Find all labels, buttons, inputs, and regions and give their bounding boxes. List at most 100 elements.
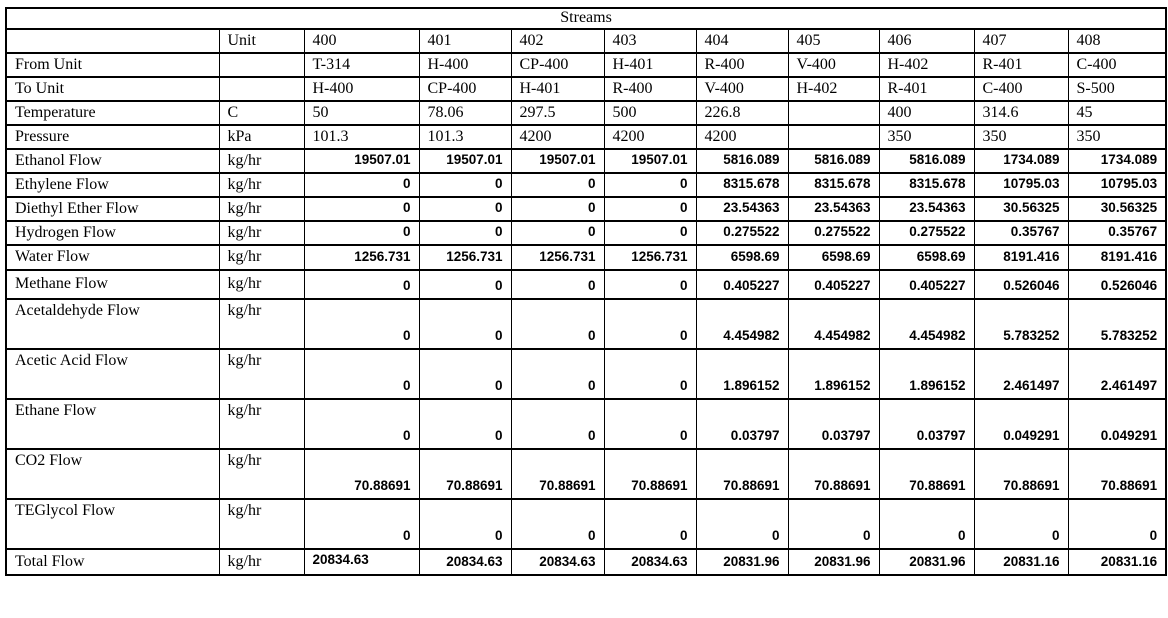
cell-ethylene-flow-402: 0 (510, 172, 605, 198)
cell-co2-flow-403: 70.88691 (603, 448, 697, 500)
cell-from-unit-407: R-401 (973, 52, 1069, 78)
row-label-ethylene-flow: Ethylene Flow (5, 172, 220, 198)
cell-temperature-400: 50 (303, 100, 420, 126)
row-unit-ethanol-flow: kg/hr (218, 148, 305, 174)
cell-acetaldehyde-flow-403: 0 (603, 298, 697, 350)
cell-acetaldehyde-flow-402: 0 (510, 298, 605, 350)
cell-diethyl-ether-flow-405: 23.54363 (787, 196, 880, 222)
cell-temperature-406: 400 (878, 100, 975, 126)
cell-temperature-405 (787, 100, 880, 126)
cell-to-unit-400: H-400 (303, 76, 420, 102)
cell-hydrogen-flow-405: 0.275522 (787, 220, 880, 246)
cell-co2-flow-404: 70.88691 (695, 448, 789, 500)
cell-temperature-404: 226.8 (695, 100, 789, 126)
table-row-water-flow: Water Flow kg/hr 1256.731 1256.731 1256.731 1… (5, 244, 1167, 271)
cell-ethanol-flow-404: 5816.089 (695, 148, 789, 174)
cell-acetic-acid-flow-400: 0 (303, 348, 420, 400)
cell-methane-flow-406: 0.405227 (878, 269, 975, 300)
row-unit-co2-flow: kg/hr (218, 448, 305, 500)
cell-diethyl-ether-flow-408: 30.56325 (1067, 196, 1167, 222)
row-unit-methane-flow: kg/hr (218, 269, 305, 300)
row-label-methane-flow: Methane Flow (5, 269, 220, 300)
cell-water-flow-408: 8191.416 (1067, 244, 1167, 271)
cell-temperature-408: 45 (1067, 100, 1167, 126)
stream-header-408: 408 (1067, 28, 1167, 54)
stream-header-402: 402 (510, 28, 605, 54)
cell-to-unit-408: S-500 (1067, 76, 1167, 102)
cell-co2-flow-407: 70.88691 (973, 448, 1069, 500)
cell-acetaldehyde-flow-400: 0 (303, 298, 420, 350)
cell-water-flow-405: 6598.69 (787, 244, 880, 271)
table-row-teglycol-flow: TEGlycol Flow kg/hr 0 0 0 0 0 0 0 0 0 (5, 498, 1167, 550)
cell-temperature-407: 314.6 (973, 100, 1069, 126)
table-title: Streams (5, 7, 1167, 30)
cell-temperature-403: 500 (603, 100, 697, 126)
cell-from-unit-408: C-400 (1067, 52, 1167, 78)
row-unit-water-flow: kg/hr (218, 244, 305, 271)
row-label-teglycol-flow: TEGlycol Flow (5, 498, 220, 550)
row-label-temperature: Temperature (5, 100, 220, 126)
cell-ethylene-flow-401: 0 (418, 172, 512, 198)
cell-methane-flow-405: 0.405227 (787, 269, 880, 300)
cell-co2-flow-401: 70.88691 (418, 448, 512, 500)
cell-ethylene-flow-404: 8315.678 (695, 172, 789, 198)
cell-acetaldehyde-flow-407: 5.783252 (973, 298, 1069, 350)
cell-pressure-400: 101.3 (303, 124, 420, 150)
cell-from-unit-402: CP-400 (510, 52, 605, 78)
cell-water-flow-403: 1256.731 (603, 244, 697, 271)
table-row-to-unit: To Unit H-400 CP-400 H-401 R-400 V-400 H-402 R-… (5, 76, 1167, 102)
cell-acetic-acid-flow-406: 1.896152 (878, 348, 975, 400)
cell-acetic-acid-flow-402: 0 (510, 348, 605, 400)
row-label-from-unit: From Unit (5, 52, 220, 78)
cell-ethane-flow-400: 0 (303, 398, 420, 450)
table-row-diethyl-ether-flow: Diethyl Ether Flow kg/hr 0 0 0 0 23.54363 23.54… (5, 196, 1167, 222)
cell-to-unit-404: V-400 (695, 76, 789, 102)
row-unit-temperature: C (218, 100, 305, 126)
cell-teglycol-flow-407: 0 (973, 498, 1069, 550)
cell-methane-flow-403: 0 (603, 269, 697, 300)
cell-ethanol-flow-400: 19507.01 (303, 148, 420, 174)
stream-header-404: 404 (695, 28, 789, 54)
cell-pressure-407: 350 (973, 124, 1069, 150)
cell-acetic-acid-flow-401: 0 (418, 348, 512, 400)
cell-ethanol-flow-403: 19507.01 (603, 148, 697, 174)
streams-table: Streams Unit 400 401 402 403 404 405 406 407 408 Fr… (5, 7, 1168, 576)
cell-ethane-flow-408: 0.049291 (1067, 398, 1167, 450)
cell-acetic-acid-flow-407: 2.461497 (973, 348, 1069, 400)
table-row-ethane-flow: Ethane Flow kg/hr 0 0 0 0 0.03797 0.03797 0.0379… (5, 398, 1167, 450)
cell-diethyl-ether-flow-401: 0 (418, 196, 512, 222)
cell-from-unit-400: T-314 (303, 52, 420, 78)
cell-to-unit-401: CP-400 (418, 76, 512, 102)
row-label-hydrogen-flow: Hydrogen Flow (5, 220, 220, 246)
row-label-ethanol-flow: Ethanol Flow (5, 148, 220, 174)
cell-ethylene-flow-408: 10795.03 (1067, 172, 1167, 198)
streams-table-container: Streams Unit 400 401 402 403 404 405 406 407 408 Fr… (5, 7, 1168, 576)
cell-co2-flow-408: 70.88691 (1067, 448, 1167, 500)
cell-total-flow-403: 20834.63 (603, 548, 697, 576)
row-unit-from-unit (218, 52, 305, 78)
cell-to-unit-405: H-402 (787, 76, 880, 102)
stream-header-400: 400 (303, 28, 420, 54)
cell-pressure-408: 350 (1067, 124, 1167, 150)
cell-ethanol-flow-405: 5816.089 (787, 148, 880, 174)
cell-diethyl-ether-flow-402: 0 (510, 196, 605, 222)
cell-ethylene-flow-406: 8315.678 (878, 172, 975, 198)
cell-ethylene-flow-407: 10795.03 (973, 172, 1069, 198)
cell-water-flow-402: 1256.731 (510, 244, 605, 271)
cell-methane-flow-408: 0.526046 (1067, 269, 1167, 300)
cell-total-flow-408: 20831.16 (1067, 548, 1167, 576)
cell-from-unit-406: H-402 (878, 52, 975, 78)
cell-ethylene-flow-403: 0 (603, 172, 697, 198)
row-label-diethyl-ether-flow: Diethyl Ether Flow (5, 196, 220, 222)
cell-water-flow-400: 1256.731 (303, 244, 420, 271)
cell-to-unit-407: C-400 (973, 76, 1069, 102)
cell-ethane-flow-402: 0 (510, 398, 605, 450)
cell-ethane-flow-407: 0.049291 (973, 398, 1069, 450)
cell-ethane-flow-401: 0 (418, 398, 512, 450)
stream-header-401: 401 (418, 28, 512, 54)
table-row-temperature: Temperature C 50 78.06 297.5 500 226.8 400 314.6… (5, 100, 1167, 126)
row-unit-total-flow: kg/hr (218, 548, 305, 576)
cell-teglycol-flow-403: 0 (603, 498, 697, 550)
table-row-ethylene-flow: Ethylene Flow kg/hr 0 0 0 0 8315.678 8315.678 83… (5, 172, 1167, 198)
cell-total-flow-402: 20834.63 (510, 548, 605, 576)
